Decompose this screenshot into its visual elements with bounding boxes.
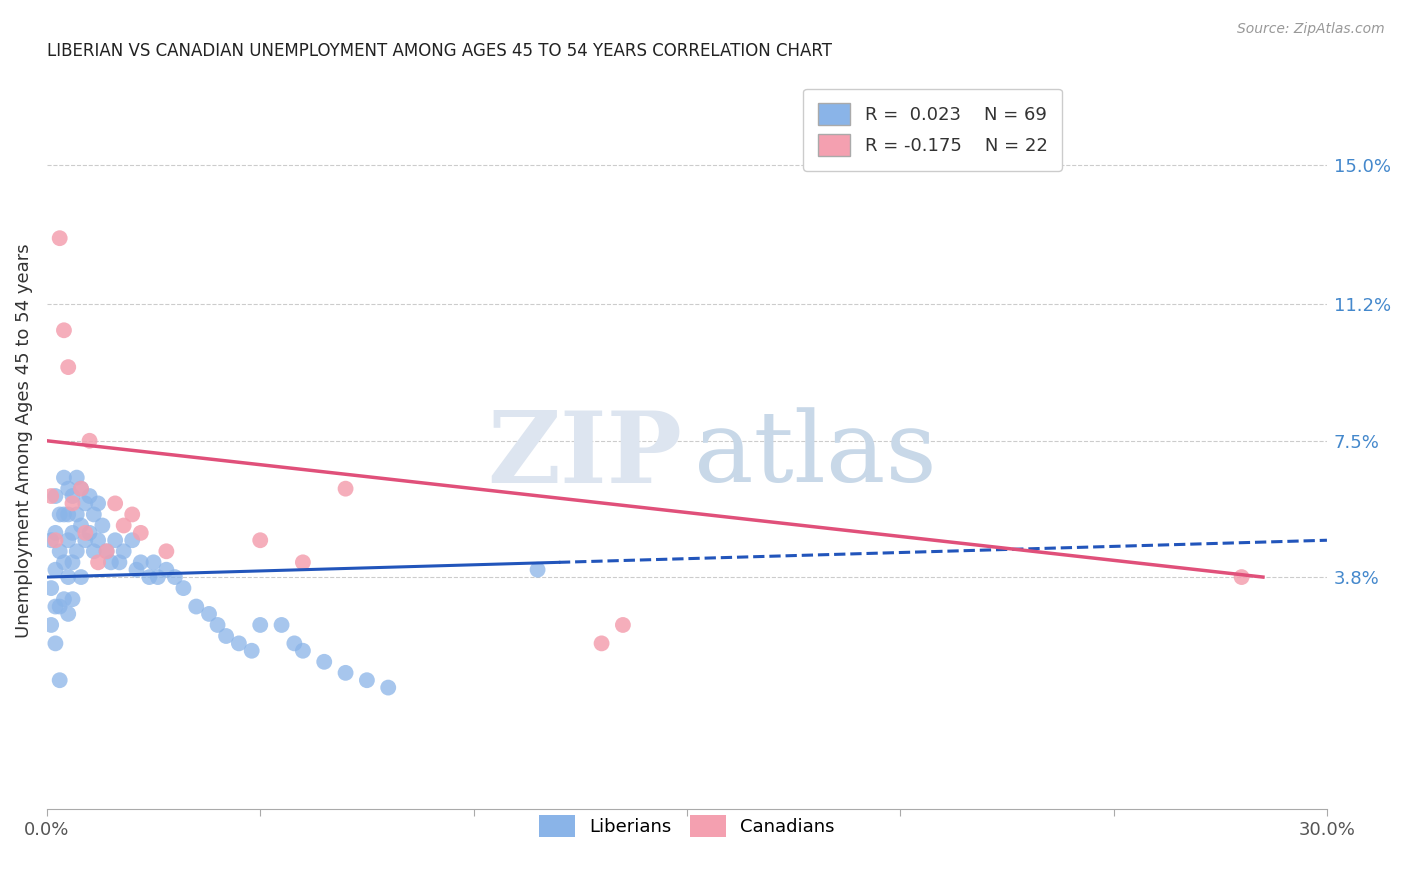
Point	[44, 636, 66, 650]
Point	[172, 581, 194, 595]
Point	[58, 533, 80, 548]
Point	[377, 681, 399, 695]
Point	[39, 581, 62, 595]
Point	[44, 533, 66, 548]
Point	[228, 636, 250, 650]
Point	[52, 470, 75, 484]
Point	[44, 489, 66, 503]
Point	[79, 489, 101, 503]
Point	[48, 544, 70, 558]
Point	[146, 570, 169, 584]
Point	[112, 518, 135, 533]
Point	[39, 533, 62, 548]
Point	[121, 533, 143, 548]
Point	[163, 570, 186, 584]
Point	[52, 592, 75, 607]
Point	[48, 599, 70, 614]
Point	[270, 618, 292, 632]
Text: LIBERIAN VS CANADIAN UNEMPLOYMENT AMONG AGES 45 TO 54 YEARS CORRELATION CHART: LIBERIAN VS CANADIAN UNEMPLOYMENT AMONG …	[46, 42, 832, 60]
Point	[207, 618, 229, 632]
Point	[121, 508, 143, 522]
Point	[83, 544, 105, 558]
Point	[75, 496, 97, 510]
Point	[215, 629, 238, 643]
Point	[591, 636, 613, 650]
Point	[48, 673, 70, 688]
Point	[108, 555, 131, 569]
Point	[198, 607, 221, 621]
Point	[96, 544, 118, 558]
Point	[125, 563, 148, 577]
Point	[66, 544, 89, 558]
Point	[186, 599, 208, 614]
Point	[48, 231, 70, 245]
Point	[52, 323, 75, 337]
Point	[44, 563, 66, 577]
Point	[75, 533, 97, 548]
Point	[83, 508, 105, 522]
Point	[129, 525, 152, 540]
Point	[249, 618, 271, 632]
Point	[1230, 570, 1253, 584]
Point	[129, 555, 152, 569]
Point	[79, 525, 101, 540]
Point	[314, 655, 336, 669]
Point	[91, 518, 114, 533]
Point	[62, 555, 84, 569]
Point	[44, 599, 66, 614]
Point	[612, 618, 634, 632]
Point	[112, 544, 135, 558]
Point	[75, 525, 97, 540]
Text: ZIP: ZIP	[486, 407, 682, 504]
Point	[70, 482, 93, 496]
Point	[62, 592, 84, 607]
Point	[70, 518, 93, 533]
Point	[138, 570, 160, 584]
Point	[155, 544, 177, 558]
Point	[58, 360, 80, 375]
Y-axis label: Unemployment Among Ages 45 to 54 years: Unemployment Among Ages 45 to 54 years	[15, 244, 32, 638]
Point	[87, 555, 110, 569]
Point	[335, 482, 357, 496]
Point	[526, 563, 548, 577]
Legend: Liberians, Canadians: Liberians, Canadians	[531, 808, 842, 845]
Point	[100, 555, 122, 569]
Point	[66, 508, 89, 522]
Point	[62, 525, 84, 540]
Point	[58, 570, 80, 584]
Point	[104, 533, 127, 548]
Text: Source: ZipAtlas.com: Source: ZipAtlas.com	[1237, 22, 1385, 37]
Point	[291, 555, 314, 569]
Point	[62, 489, 84, 503]
Point	[142, 555, 165, 569]
Point	[39, 618, 62, 632]
Point	[249, 533, 271, 548]
Point	[39, 489, 62, 503]
Point	[356, 673, 378, 688]
Point	[66, 470, 89, 484]
Point	[52, 508, 75, 522]
Point	[70, 482, 93, 496]
Point	[155, 563, 177, 577]
Point	[240, 644, 263, 658]
Point	[58, 508, 80, 522]
Point	[52, 555, 75, 569]
Point	[44, 525, 66, 540]
Point	[58, 607, 80, 621]
Point	[104, 496, 127, 510]
Point	[79, 434, 101, 448]
Point	[283, 636, 305, 650]
Point	[48, 508, 70, 522]
Point	[70, 570, 93, 584]
Point	[96, 544, 118, 558]
Point	[335, 665, 357, 680]
Point	[87, 533, 110, 548]
Point	[291, 644, 314, 658]
Point	[62, 496, 84, 510]
Point	[58, 482, 80, 496]
Text: atlas: atlas	[693, 408, 936, 503]
Point	[87, 496, 110, 510]
